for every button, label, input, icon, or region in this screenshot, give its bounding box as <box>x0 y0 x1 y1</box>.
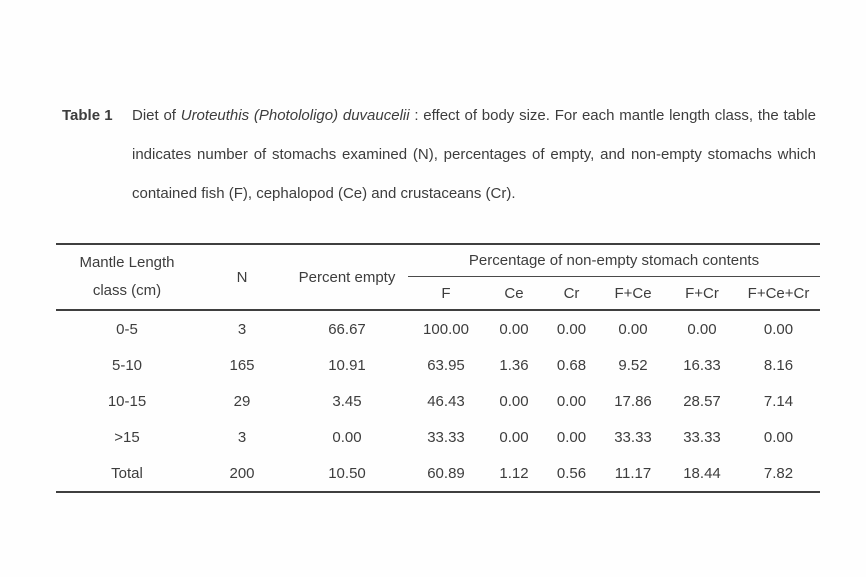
cell: 3.45 <box>332 392 362 410</box>
cell: 3 <box>237 320 247 338</box>
caption-text-start: Diet of <box>132 107 181 124</box>
row-total: Total 200 10.50 60.89 1.12 0.56 11.17 18… <box>56 455 820 492</box>
cell: 10-15 <box>107 392 147 410</box>
cell: 1.36 <box>499 356 529 374</box>
cell: 3 <box>237 428 247 446</box>
row-10-15: 10-15 29 3.45 46.43 0.00 0.00 17.86 28.5… <box>56 383 820 419</box>
header-col-cr: Cr <box>544 276 599 311</box>
cell: 9.52 <box>618 356 648 374</box>
cell: 60.89 <box>427 464 465 482</box>
cell: 165 <box>229 356 255 374</box>
header-mantle-length-line2: class (cm) <box>92 282 162 299</box>
cell: 0.68 <box>556 356 587 374</box>
row-0-5: 0-5 3 66.67 100.00 0.00 0.00 0.00 0.00 0… <box>56 310 820 347</box>
cell: 5-10 <box>111 356 143 374</box>
cell: 0.00 <box>556 428 587 446</box>
cell: 66.67 <box>328 320 366 338</box>
header-nonempty-contents-spanner: Percentage of non-empty stomach contents <box>408 244 821 277</box>
cell: 33.33 <box>427 428 465 446</box>
cell: 0.00 <box>332 428 362 446</box>
cell: 7.82 <box>763 464 794 482</box>
caption-species-name: Uroteuthis (Photololigo) duvaucelii <box>180 107 410 124</box>
cell: 63.95 <box>427 356 465 374</box>
header-col-f: F <box>408 276 484 311</box>
cell: 10.50 <box>328 464 366 482</box>
cell: 18.44 <box>683 464 721 482</box>
header-percent-empty: Percent empty <box>286 244 408 311</box>
cell: 0.00 <box>499 320 529 338</box>
cell: 10.91 <box>328 356 366 374</box>
header-row-top: Mantle Length class (cm) N Percent empty… <box>56 244 821 311</box>
cell: 16.33 <box>683 356 721 374</box>
cell: 11.17 <box>614 464 652 482</box>
table-caption-label: Table 1 <box>62 107 113 124</box>
cell: 8.16 <box>763 356 794 374</box>
cell: 0.00 <box>687 320 717 338</box>
row-5-10: 5-10 165 10.91 63.95 1.36 0.68 9.52 16.3… <box>56 347 820 383</box>
cell: 46.43 <box>427 392 465 410</box>
cell: 28.57 <box>683 392 721 410</box>
cell: 0.00 <box>499 392 529 410</box>
cell: 17.86 <box>614 392 652 410</box>
row-gt-15: >15 3 0.00 33.33 0.00 0.00 33.33 33.33 0… <box>56 419 820 455</box>
header-n-count: N <box>198 244 286 311</box>
cell: 0.00 <box>618 320 648 338</box>
header-mantle-length-class: Mantle Length class (cm) <box>56 244 198 311</box>
cell: 100.00 <box>423 320 469 338</box>
cell: Total <box>111 464 143 482</box>
cell: 0-5 <box>116 320 138 338</box>
header-mantle-length-line1: Mantle Length <box>79 254 175 271</box>
cell: 33.33 <box>614 428 652 446</box>
diet-table: Mantle Length class (cm) N Percent empty… <box>56 243 821 493</box>
header-row-sub: F Ce Cr F+Ce F+Cr F+Ce+Cr <box>56 276 821 311</box>
cell: 29 <box>233 392 251 410</box>
cell: 0.00 <box>499 428 529 446</box>
cell: 0.00 <box>556 320 587 338</box>
cell: 0.00 <box>556 392 587 410</box>
cell: 0.00 <box>763 428 794 446</box>
cell: 200 <box>229 464 255 482</box>
caption-text-end: : effect of body size. For each mantle l… <box>132 107 816 202</box>
header-col-f-cr: F+Cr <box>667 276 737 311</box>
header-col-ce: Ce <box>484 276 544 311</box>
table-caption-text: Diet of Uroteuthis (Photololigo) duvauce… <box>132 96 816 213</box>
cell: 33.33 <box>683 428 721 446</box>
table-header: Mantle Length class (cm) N Percent empty… <box>56 244 821 311</box>
cell: 7.14 <box>763 392 794 410</box>
table-caption: Table 1 Diet of Uroteuthis (Photololigo)… <box>62 96 816 213</box>
cell: 0.56 <box>556 464 587 482</box>
cell: 1.12 <box>499 464 529 482</box>
header-col-f-ce: F+Ce <box>599 276 667 311</box>
header-col-f-ce-cr: F+Ce+Cr <box>737 276 821 311</box>
table-body: 0-5 3 66.67 100.00 0.00 0.00 0.00 0.00 0… <box>56 310 820 492</box>
cell: >15 <box>114 428 140 446</box>
cell: 0.00 <box>763 320 794 338</box>
